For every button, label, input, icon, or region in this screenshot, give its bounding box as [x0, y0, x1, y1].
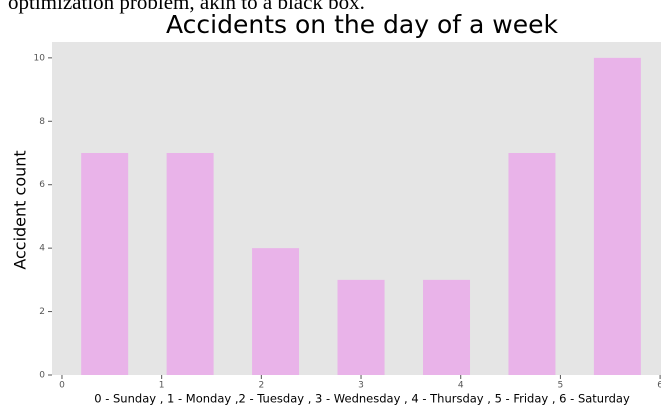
- x-tick-label: 2: [258, 381, 264, 391]
- x-axis-label: 0 - Sunday , 1 - Monday ,2 - Tuesday , 3…: [94, 392, 630, 406]
- x-tick-label: 3: [358, 381, 364, 391]
- y-tick-label: 8: [39, 117, 45, 127]
- chart-title: Accidents on the day of a week: [166, 10, 558, 39]
- bar: [593, 57, 641, 375]
- x-tick-label: 1: [159, 381, 165, 391]
- bar: [252, 248, 300, 375]
- x-tick-label: 4: [458, 381, 464, 391]
- y-tick-label: 2: [39, 307, 45, 317]
- bar: [166, 153, 214, 375]
- y-tick-label: 6: [39, 180, 45, 190]
- bar: [423, 279, 471, 375]
- y-tick-label: 0: [39, 371, 45, 381]
- bar: [508, 153, 556, 375]
- page-text: optimization problem, akin to a black bo…: [8, 0, 365, 14]
- y-axis-label: Accident count: [11, 150, 30, 269]
- bar: [81, 153, 129, 375]
- y-tick-label: 4: [39, 244, 45, 254]
- x-tick-label: 6: [657, 381, 661, 391]
- y-tick-label: 10: [34, 53, 46, 63]
- x-tick-label: 5: [558, 381, 564, 391]
- bar: [337, 279, 385, 375]
- x-tick-label: 0: [59, 381, 65, 391]
